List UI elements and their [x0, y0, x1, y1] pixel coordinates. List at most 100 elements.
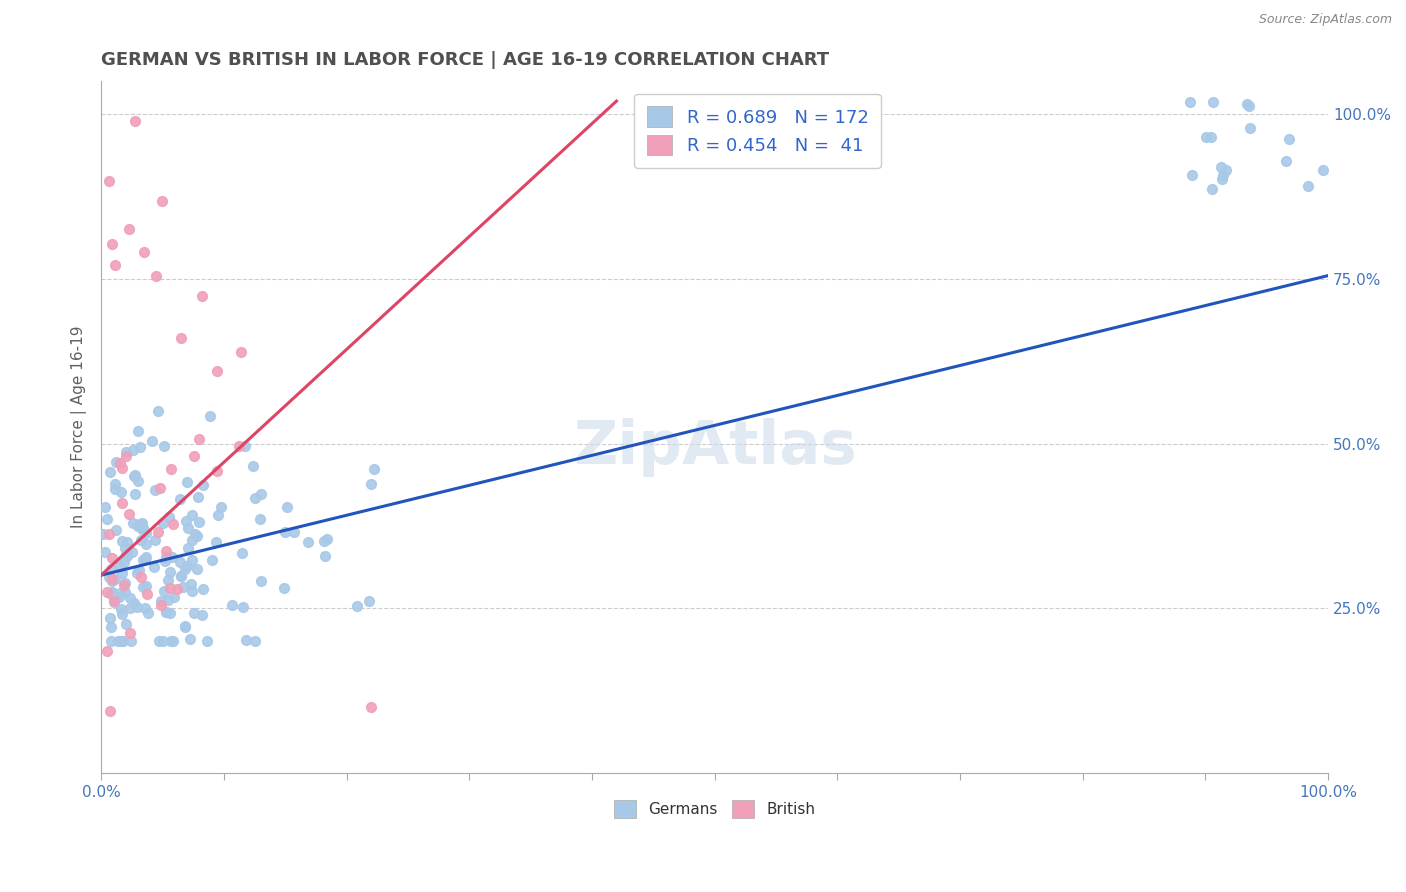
Point	[146, 524, 169, 539]
Point	[207, 508, 229, 522]
Point	[152, 634, 174, 648]
Point	[1296, 178, 1319, 193]
Point	[181, 583, 204, 598]
Point	[134, 245, 156, 260]
Point	[122, 443, 145, 458]
Point	[174, 562, 197, 576]
Point	[129, 440, 152, 454]
Point	[160, 634, 183, 648]
Point	[231, 546, 253, 560]
Point	[155, 550, 177, 565]
Point	[136, 586, 159, 600]
Point	[110, 634, 132, 648]
Text: Source: ZipAtlas.com: Source: ZipAtlas.com	[1258, 13, 1392, 27]
Point	[149, 598, 172, 612]
Point	[359, 593, 381, 607]
Point	[96, 644, 118, 658]
Point	[180, 552, 202, 566]
Point	[108, 585, 131, 599]
Point	[229, 345, 252, 359]
Point	[221, 598, 243, 612]
Point	[101, 586, 124, 600]
Point	[242, 458, 264, 473]
Point	[315, 532, 337, 546]
Point	[148, 404, 170, 418]
Point	[228, 439, 250, 453]
Point	[135, 579, 157, 593]
Point	[111, 496, 134, 510]
Point	[170, 569, 193, 583]
Point	[135, 537, 157, 551]
Point	[112, 578, 135, 592]
Point	[104, 258, 127, 272]
Point	[249, 512, 271, 526]
Point	[111, 607, 134, 621]
Point	[111, 566, 134, 581]
Point	[131, 553, 153, 567]
Point	[114, 584, 136, 599]
Point	[107, 634, 129, 648]
Point	[124, 114, 146, 128]
Point	[132, 580, 155, 594]
Point	[100, 572, 122, 586]
Point	[115, 444, 138, 458]
Point	[1215, 162, 1237, 177]
Point	[250, 574, 273, 588]
Point	[170, 331, 193, 345]
Point	[159, 581, 181, 595]
Point	[273, 582, 295, 596]
Point	[187, 490, 209, 504]
Point	[174, 620, 197, 634]
Point	[360, 699, 382, 714]
Point	[180, 533, 202, 548]
Point	[143, 533, 166, 548]
Point	[1312, 162, 1334, 177]
Point	[157, 593, 180, 607]
Point	[101, 236, 124, 251]
Point	[183, 527, 205, 541]
Point	[115, 549, 138, 564]
Point	[121, 545, 143, 559]
Point	[314, 533, 336, 548]
Point	[190, 289, 212, 303]
Point	[129, 570, 152, 584]
Point	[157, 510, 180, 524]
Point	[1202, 95, 1225, 109]
Point	[169, 556, 191, 570]
Point	[1201, 182, 1223, 196]
Point	[153, 554, 176, 568]
Point	[150, 194, 173, 209]
Point	[136, 606, 159, 620]
Point	[111, 461, 134, 475]
Point	[114, 547, 136, 561]
Point	[235, 633, 257, 648]
Point	[200, 409, 222, 423]
Point	[170, 568, 193, 582]
Point	[159, 565, 181, 579]
Point	[128, 424, 150, 438]
Point	[191, 607, 214, 622]
Point	[1199, 130, 1222, 145]
Point	[183, 449, 205, 463]
Point	[132, 521, 155, 535]
Point	[346, 599, 368, 613]
Point	[128, 563, 150, 577]
Point	[148, 634, 170, 648]
Point	[104, 524, 127, 538]
Point	[1180, 95, 1202, 109]
Point	[283, 525, 305, 540]
Point	[118, 625, 141, 640]
Point	[145, 269, 167, 284]
Legend: Germans, British: Germans, British	[607, 794, 821, 824]
Point	[176, 475, 198, 490]
Point	[127, 474, 149, 488]
Point	[169, 492, 191, 507]
Point	[1277, 132, 1299, 146]
Point	[135, 525, 157, 540]
Point	[179, 632, 201, 646]
Point	[250, 487, 273, 501]
Point	[314, 549, 336, 564]
Point	[91, 527, 114, 541]
Point	[172, 580, 194, 594]
Point	[143, 483, 166, 498]
